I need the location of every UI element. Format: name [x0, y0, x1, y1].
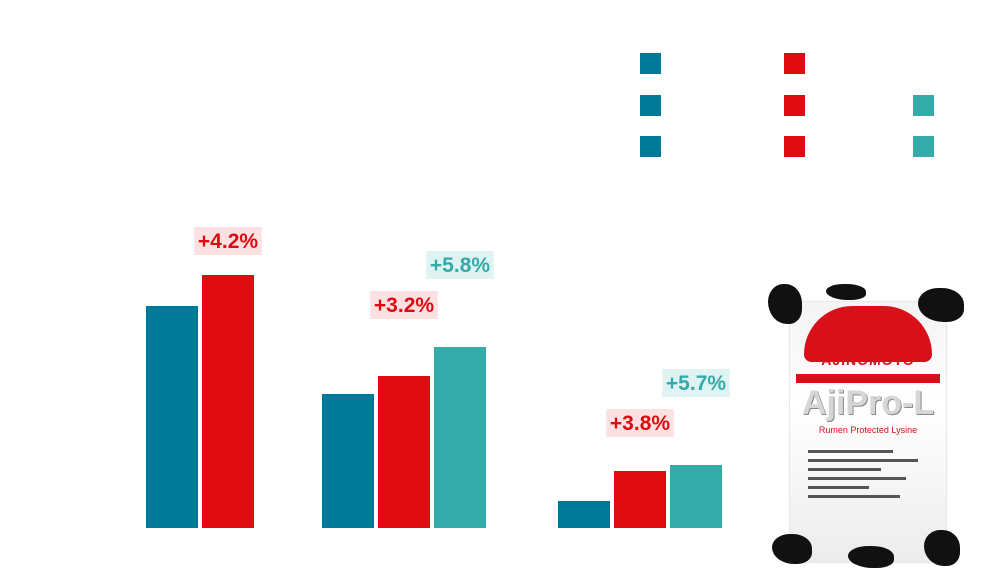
bar-group-3-series-3: [670, 465, 722, 528]
bag-brand-text: AJINOMOTO: [821, 352, 915, 368]
bar-group-1-series-1: [146, 306, 198, 528]
data-label-background: [606, 409, 674, 437]
bar-group-1-series-2: [202, 275, 254, 528]
data-label-background: [426, 251, 494, 279]
bar-group-3-series-2: [614, 471, 666, 528]
bar-group-2-series-3: [434, 347, 486, 528]
legend-swatch-series-3: [913, 136, 934, 157]
bag-fine-print: [808, 450, 930, 504]
cow-spot: [924, 530, 960, 566]
cow-spot: [826, 284, 866, 300]
legend-swatch-series-1: [640, 136, 661, 157]
bag-subtitle: Rumen Protected Lysine: [818, 425, 918, 435]
data-label-background: [662, 369, 730, 397]
data-label-group-2-series-2: +3.2%: [374, 294, 434, 317]
legend-swatch-series-3: [913, 95, 934, 116]
cow-spot: [848, 546, 894, 568]
cow-spot: [772, 534, 812, 564]
bar-group-3-series-1: [558, 501, 610, 528]
bag-product-name: AjiPro-L: [801, 384, 935, 422]
legend-swatch-series-2: [784, 95, 805, 116]
bag-red-band: [796, 374, 940, 383]
data-label-background: [194, 227, 262, 255]
cow-spot: [768, 284, 802, 324]
legend-swatch-series-2: [784, 53, 805, 74]
product-bag-image: AJINOMOTO AjiPro-L Rumen Protected Lysin…: [768, 284, 968, 580]
bar-group-2-series-1: [322, 394, 374, 528]
bag-cap: [804, 306, 932, 362]
data-label-group-3-series-2: +3.8%: [610, 412, 670, 435]
data-label-background: [370, 291, 438, 319]
data-label-group-2-series-3: +5.8%: [430, 254, 490, 277]
legend-swatch-series-1: [640, 53, 661, 74]
legend-swatch-series-1: [640, 95, 661, 116]
data-label-group-1-series-2: +4.2%: [198, 230, 258, 253]
legend-swatch-series-2: [784, 136, 805, 157]
cow-spot: [918, 288, 964, 322]
data-label-group-3-series-3: +5.7%: [666, 372, 726, 395]
bar-group-2-series-2: [378, 376, 430, 528]
